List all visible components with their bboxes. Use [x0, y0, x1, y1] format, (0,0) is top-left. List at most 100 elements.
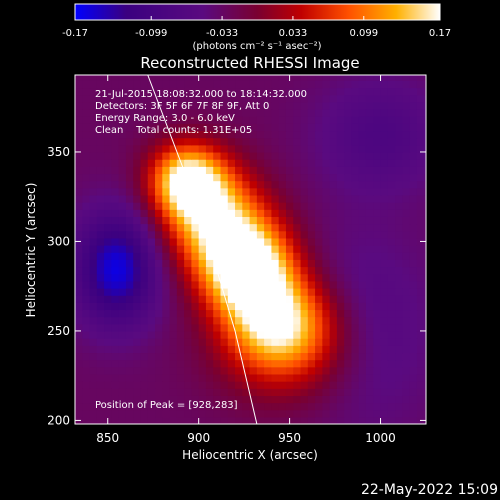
heatmap-cell [402, 402, 411, 411]
heatmap-cell [358, 302, 367, 311]
heatmap-cell [373, 166, 382, 175]
heatmap-cell [424, 166, 426, 175]
heatmap-cell [293, 101, 302, 110]
heatmap-cell [133, 266, 142, 275]
heatmap-cell [373, 144, 382, 153]
heatmap-cell [264, 409, 273, 418]
heatmap-cell [365, 180, 374, 189]
heatmap-cell [242, 116, 251, 124]
heatmap-cell [380, 280, 389, 289]
heatmap-cell [300, 245, 309, 253]
heatmap-cell [344, 209, 353, 217]
heatmap-cell [409, 245, 418, 253]
heatmap-cell [416, 151, 425, 160]
heatmap-cell [424, 280, 426, 289]
heatmap-cell [409, 116, 418, 124]
heatmap-cell [271, 180, 280, 189]
heatmap-cell [373, 280, 382, 289]
heatmap-cell [315, 409, 323, 418]
heatmap-cell [344, 245, 353, 253]
heatmap-cell [96, 381, 105, 389]
heatmap-cell [82, 94, 91, 103]
heatmap-cell [271, 259, 280, 268]
heatmap-cell [271, 109, 280, 117]
y-tick-label: 250 [47, 324, 70, 338]
heatmap-cell [365, 309, 374, 318]
heatmap-cell [344, 223, 353, 232]
heatmap-cell [322, 330, 331, 339]
heatmap-cell [169, 202, 178, 210]
heatmap-cell [344, 180, 353, 189]
heatmap-cell [387, 345, 396, 354]
heatmap-cell [220, 409, 229, 418]
heatmap-cell [344, 216, 353, 225]
heatmap-cell [380, 259, 389, 268]
heatmap-cell [125, 259, 134, 268]
heatmap-cell [147, 173, 156, 182]
heatmap-cell [104, 338, 112, 346]
heatmap-cell [82, 366, 91, 375]
heatmap-cell [205, 273, 214, 282]
heatmap-cell [169, 216, 178, 225]
heatmap-cell [307, 94, 316, 103]
heatmap-cell [198, 309, 207, 318]
heatmap-cell [329, 151, 338, 160]
heatmap-cell [293, 316, 302, 325]
heatmap-cell [416, 316, 425, 325]
heatmap-cell [140, 187, 149, 196]
heatmap-cell [329, 402, 338, 411]
heatmap-cell [89, 159, 98, 167]
heatmap-cell [227, 409, 236, 418]
heatmap-cell [140, 302, 149, 311]
heatmap-cell [344, 309, 353, 318]
heatmap-cell [140, 202, 149, 210]
heatmap-cell [409, 373, 418, 382]
heatmap-cell [125, 402, 134, 411]
heatmap-cell [227, 323, 236, 332]
heatmap-cell [176, 109, 185, 117]
heatmap-cell [380, 130, 389, 139]
heatmap-cell [315, 194, 323, 203]
heatmap-cell [191, 230, 200, 239]
heatmap-cell [242, 273, 251, 282]
heatmap-cell [300, 87, 309, 96]
heatmap-cell [75, 130, 83, 139]
heatmap-cell [315, 116, 323, 124]
heatmap-cell [358, 388, 367, 396]
heatmap-cell [278, 130, 287, 139]
heatmap-cell [300, 266, 309, 275]
heatmap-cell [155, 237, 163, 246]
heatmap-cell [147, 287, 156, 296]
heatmap-cell [191, 381, 200, 389]
heatmap-cell [205, 373, 214, 382]
heatmap-cell [416, 137, 425, 146]
heatmap-cell [169, 116, 178, 124]
heatmap-cell [336, 245, 345, 253]
heatmap-cell [395, 252, 403, 260]
heatmap-cell [96, 144, 105, 153]
heatmap-cell [184, 381, 192, 389]
heatmap-cell [140, 137, 149, 146]
heatmap-cell [82, 273, 91, 282]
heatmap-cell [300, 159, 309, 167]
heatmap-cell [285, 287, 294, 296]
heatmap-cell [409, 381, 418, 389]
heatmap-cell [293, 366, 302, 375]
heatmap-cell [155, 180, 163, 189]
heatmap-cell [184, 194, 192, 203]
heatmap-cell [387, 151, 396, 160]
heatmap-cell [300, 323, 309, 332]
heatmap-cell [271, 252, 280, 260]
heatmap-cell [402, 216, 411, 225]
heatmap-cell [176, 345, 185, 354]
heatmap-cell [125, 381, 134, 389]
heatmap-cell [169, 373, 178, 382]
heatmap-cell [315, 173, 323, 182]
heatmap-cell [176, 395, 185, 404]
heatmap-cell [155, 259, 163, 268]
heatmap-cell [322, 352, 331, 361]
heatmap-cell [96, 287, 105, 296]
heatmap-cell [235, 87, 243, 96]
heatmap-cell [118, 216, 127, 225]
heatmap-cell [264, 94, 273, 103]
